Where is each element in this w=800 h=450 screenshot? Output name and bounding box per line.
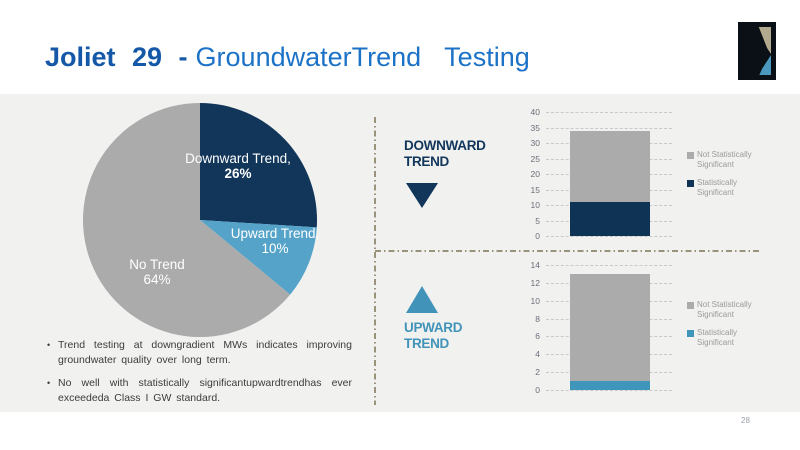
content-panel: Downward Trend, 26% Upward Trend, 10% No… — [0, 94, 800, 412]
pie-label-downward-trend: Downward Trend, 26% — [181, 151, 295, 181]
y-tick-label: 5 — [535, 215, 540, 226]
legend-label: Statistically Significant — [697, 328, 738, 347]
pie-slice-percent: 26% — [224, 166, 252, 181]
legend-label: Not Statistically Significant — [697, 150, 752, 169]
y-tick-label: 6 — [535, 331, 540, 342]
title-site-name: Joliet 29 - — [45, 42, 188, 72]
legend-item: Not Statistically Significant — [687, 300, 797, 320]
legend-item: Statistically Significant — [687, 178, 797, 198]
y-tick-label: 10 — [530, 295, 540, 306]
bar-segment — [570, 273, 650, 382]
gridline — [546, 236, 672, 237]
page-number: 28 — [741, 416, 750, 425]
gridline — [546, 112, 672, 113]
y-tick-label: 8 — [535, 313, 540, 324]
y-tick-label: 4 — [535, 349, 540, 360]
bullet-list: Trend testing at downgradient MWs indica… — [46, 338, 352, 414]
pie-slice-label: Downward Trend, — [185, 151, 291, 166]
pie-slice — [200, 103, 317, 228]
pie-slice-percent: 64% — [143, 272, 171, 287]
y-tick-label: 15 — [530, 184, 540, 195]
downward-legend: Not Statistically Significant Statistica… — [687, 150, 797, 206]
gridline — [546, 127, 672, 129]
y-tick-label: 35 — [530, 122, 540, 133]
y-tick-label: 10 — [530, 200, 540, 210]
logo-chevron-icon — [750, 25, 769, 78]
pie-label-no-trend: No Trend 64% — [98, 257, 216, 287]
y-tick-label: 2 — [535, 367, 540, 378]
page-title: Joliet 29 - GroundwaterTrend Testing — [45, 42, 530, 73]
upward-trend-heading: UPWARD TREND — [404, 320, 463, 351]
pie-label-upward-trend: Upward Trend, 10% — [218, 226, 332, 256]
y-tick-label: 0 — [535, 231, 540, 241]
pie-slice-percent: 10% — [261, 241, 289, 256]
legend-swatch-gray — [687, 152, 694, 159]
y-tick-label: 40 — [530, 107, 540, 117]
y-axis-ticks: 0 2 4 6 8 10 12 14 — [518, 260, 540, 395]
legend-item: Statistically Significant — [687, 328, 797, 348]
pie-slice — [83, 103, 291, 337]
upward-legend: Not Statistically Significant Statistica… — [687, 300, 797, 356]
y-tick-label: 30 — [530, 138, 540, 148]
gridline — [546, 390, 672, 391]
pie-chart — [83, 103, 317, 337]
y-tick-label: 25 — [530, 153, 540, 164]
plot-area — [546, 265, 672, 391]
downward-triangle-icon — [406, 183, 438, 208]
y-tick-label: 14 — [530, 260, 540, 270]
company-logo — [738, 22, 776, 80]
upward-bar-chart: 0 2 4 6 8 10 12 14 — [518, 260, 672, 395]
y-tick-label: 20 — [530, 169, 540, 179]
title-subject: GroundwaterTrend Testing — [195, 42, 530, 72]
bar-segment — [570, 130, 650, 202]
bullet-item: Trend testing at downgradient MWs indica… — [46, 338, 352, 368]
gridline — [546, 265, 672, 266]
y-axis-ticks: 0 5 10 15 20 25 30 35 40 — [518, 107, 540, 241]
y-tick-label: 12 — [530, 277, 540, 288]
legend-item: Not Statistically Significant — [687, 150, 797, 170]
bullet-item: No well with statistically significantup… — [46, 376, 352, 406]
bar-segment — [570, 201, 650, 236]
downward-trend-heading: DOWNWARD TREND — [404, 138, 486, 169]
plot-area — [546, 112, 672, 237]
legend-swatch-gray — [687, 302, 694, 309]
bar-segment — [570, 381, 650, 390]
legend-label: Statistically Significant — [697, 178, 738, 197]
upward-triangle-icon — [406, 286, 438, 313]
pie-slice-label: Upward Trend, — [230, 226, 320, 241]
downward-bar-chart: 0 5 10 15 20 25 30 35 40 — [518, 107, 672, 241]
pie-slice — [200, 220, 317, 295]
y-tick-label: 0 — [535, 385, 540, 395]
legend-swatch-navy — [687, 180, 694, 187]
legend-swatch-blue — [687, 330, 694, 337]
pie-slice-label: No Trend — [129, 257, 185, 272]
legend-label: Not Statistically Significant — [697, 300, 752, 319]
